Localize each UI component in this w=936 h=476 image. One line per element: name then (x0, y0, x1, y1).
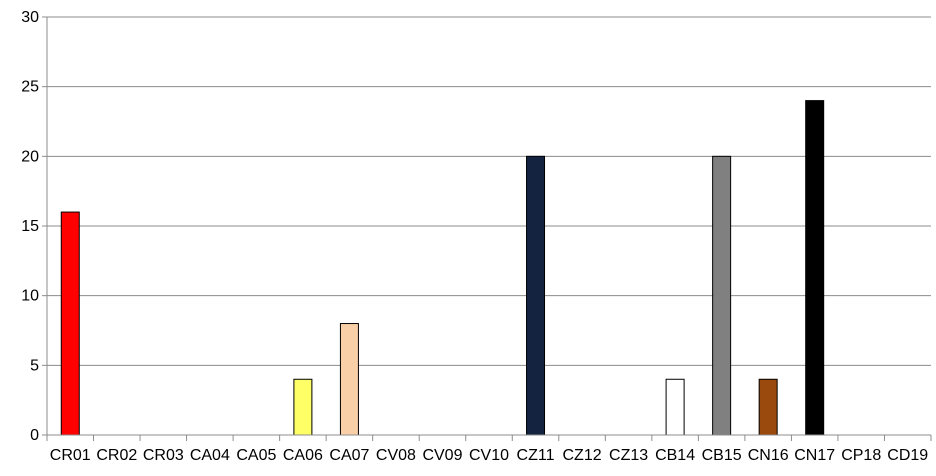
y-tick-label: 5 (30, 357, 39, 374)
x-tick-label: CA05 (236, 447, 276, 464)
x-tick-label: CZ12 (562, 447, 601, 464)
x-tick-label: CV10 (469, 447, 509, 464)
x-tick-label: CA07 (329, 447, 369, 464)
bars (60, 100, 825, 436)
x-tick-label: CZ11 (517, 447, 555, 464)
bar-cz11 (526, 155, 546, 436)
bar-ca06 (293, 378, 313, 436)
x-tick-label: CP18 (841, 447, 881, 464)
y-tick-label: 20 (21, 148, 39, 165)
x-tick-label: CA06 (283, 447, 323, 464)
x-tick-label: CV09 (422, 447, 462, 464)
bar-cb15 (712, 155, 732, 436)
x-tick-label: CZ13 (609, 447, 648, 464)
bar-cb14 (665, 378, 685, 436)
x-tick-label: CN16 (748, 447, 789, 464)
y-tick-label: 30 (21, 9, 39, 26)
bar-cn16 (758, 378, 778, 436)
x-tick-label: CN17 (794, 447, 835, 464)
y-tick-label: 25 (21, 79, 39, 96)
x-tick-label: CD19 (887, 447, 928, 464)
y-tick-label: 15 (21, 218, 39, 235)
bar-cr01 (60, 211, 80, 436)
y-tick-label: 0 (30, 427, 39, 444)
y-tick-label: 10 (21, 288, 39, 305)
gridlines (47, 16, 931, 366)
bar-cn17 (805, 100, 825, 436)
x-tick-label: CA04 (190, 447, 230, 464)
x-tick-label: CB15 (702, 447, 742, 464)
bar-ca07 (339, 323, 359, 436)
labels: 0 5 10 15 20 25 30 CR01 CR02 CR03 CA04 CA05 CA06 CA07… (21, 9, 928, 464)
axes (42, 16, 932, 441)
x-tick-label: CR03 (143, 447, 184, 464)
x-tick-label: CB14 (655, 447, 695, 464)
x-tick-label: CR02 (96, 447, 137, 464)
x-tick-label: CV08 (376, 447, 416, 464)
x-tick-label: CR01 (50, 447, 91, 464)
